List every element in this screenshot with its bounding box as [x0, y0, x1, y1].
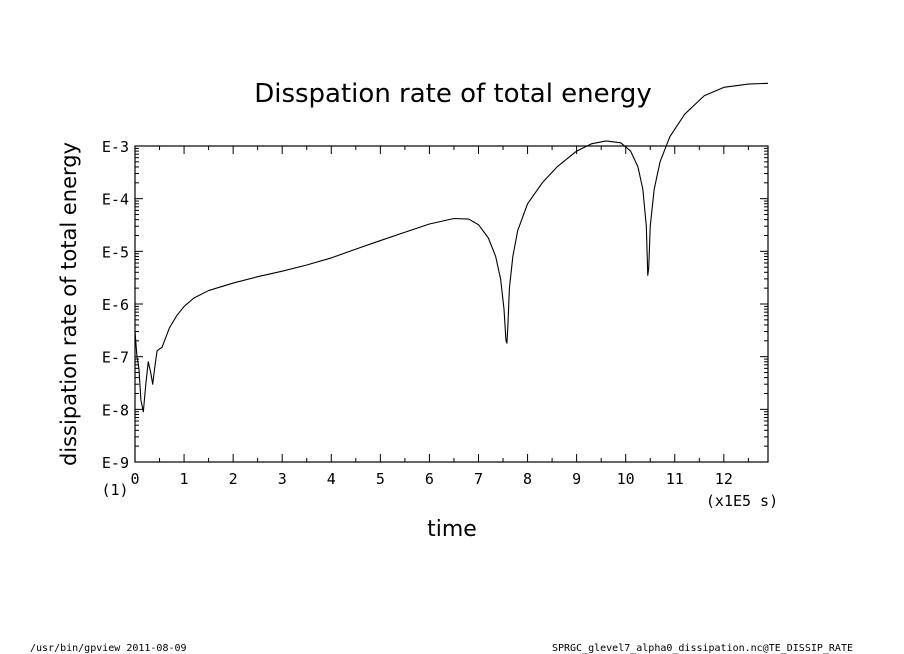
- axes-frame: [134, 145, 769, 463]
- x-tick-label: 9: [572, 470, 581, 488]
- y-tick-label: E-9: [102, 454, 129, 472]
- y-axis-ticks: [135, 145, 768, 463]
- y-tick-label: E-8: [102, 401, 129, 419]
- x-tick-label: 10: [617, 470, 635, 488]
- y-axis-tick-labels: E-9 E-8 E-7 E-6 E-5 E-4 E-3: [102, 138, 129, 472]
- x-tick-label: 1: [180, 470, 189, 488]
- x-tick-label: 5: [376, 470, 385, 488]
- y-tick-label: E-3: [102, 138, 129, 156]
- y-extra-label: (1): [101, 481, 128, 499]
- x-tick-label: 0: [130, 470, 139, 488]
- footer-right: SPRGC_glevel7_alpha0_dissipation.nc@TE_D…: [552, 643, 853, 654]
- x-unit-label: (x1E5 s): [706, 492, 778, 510]
- footer-left: /usr/bin/gpview 2011-08-09: [30, 643, 187, 654]
- y-axis-label: dissipation rate of total energy: [57, 142, 81, 466]
- x-tick-label: 4: [327, 470, 336, 488]
- chart-title: Disspation rate of total energy: [254, 79, 652, 109]
- y-tick-label: E-4: [102, 191, 129, 209]
- x-axis-tick-labels: 0 1 2 3 4 5 6 7 8 9 10 11 12: [130, 470, 732, 488]
- series-line-0: [134, 82, 769, 413]
- y-tick-label: E-6: [102, 296, 129, 314]
- x-axis-ticks: [134, 146, 749, 462]
- series-group: [134, 82, 769, 413]
- y-tick-label: E-7: [102, 349, 129, 367]
- y-tick-label: E-5: [102, 243, 129, 261]
- x-axis-label: time: [427, 517, 477, 542]
- x-tick-label: 12: [715, 470, 733, 488]
- x-tick-label: 2: [229, 470, 238, 488]
- x-tick-label: 8: [523, 470, 532, 488]
- x-tick-label: 7: [474, 470, 483, 488]
- x-tick-label: 11: [666, 470, 684, 488]
- x-tick-label: 6: [425, 470, 434, 488]
- plot-frame: [134, 145, 769, 463]
- x-tick-label: 3: [278, 470, 287, 488]
